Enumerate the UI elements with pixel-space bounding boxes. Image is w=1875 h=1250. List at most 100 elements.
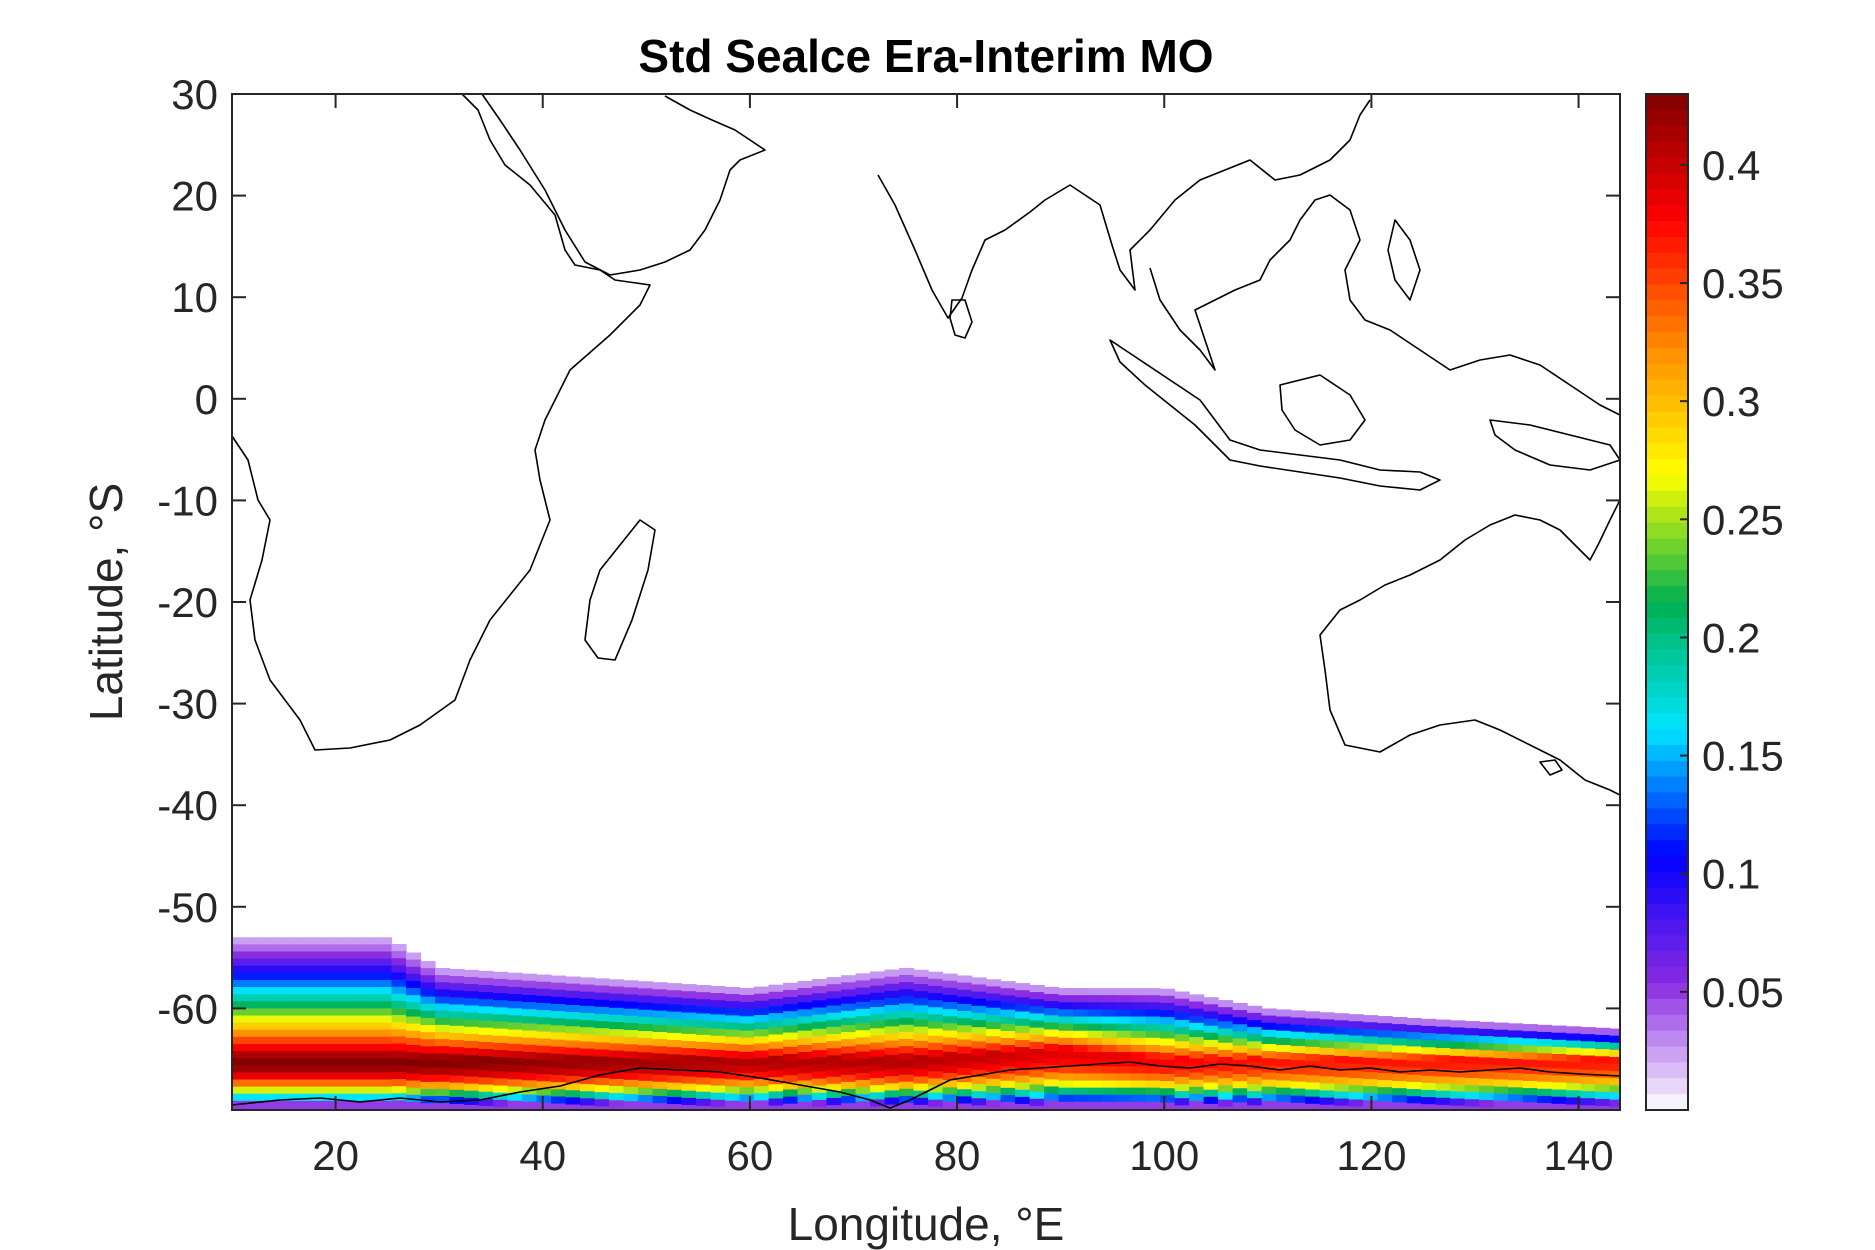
colorbar-segment	[1646, 554, 1688, 571]
heat-cell	[1203, 1103, 1219, 1110]
heat-cell	[449, 990, 465, 998]
heat-cell	[783, 1075, 799, 1083]
heat-cell	[1015, 1075, 1031, 1084]
heat-cell	[754, 1000, 770, 1009]
heat-cell	[333, 1008, 349, 1017]
heat-cell	[623, 1044, 639, 1053]
heat-cell	[246, 1051, 262, 1059]
heat-cell	[1334, 1013, 1350, 1021]
heat-cell	[1493, 1051, 1509, 1059]
heat-cell	[1116, 1052, 1132, 1060]
heat-cell	[1058, 1037, 1074, 1046]
heat-cell	[348, 1065, 364, 1074]
heat-cell	[1421, 1075, 1437, 1084]
heat-cell	[783, 1082, 799, 1091]
heat-cell	[1450, 1063, 1466, 1071]
heat-cell	[1508, 1065, 1524, 1074]
heat-cell	[899, 1053, 915, 1061]
heat-cell	[768, 1041, 784, 1050]
heat-cell	[1348, 1085, 1364, 1093]
heat-cell	[580, 1091, 596, 1099]
heat-cell	[1493, 1022, 1509, 1031]
heat-cell	[478, 1006, 494, 1015]
heat-cell	[536, 988, 552, 997]
heat-cell	[536, 1024, 552, 1033]
heat-cell	[884, 1069, 900, 1077]
heat-cell	[362, 994, 378, 1002]
heat-cell	[783, 1011, 799, 1019]
heat-cell	[1305, 1089, 1321, 1098]
heat-cell	[797, 1101, 813, 1110]
heat-cell	[1305, 1068, 1321, 1076]
heat-cell	[681, 1055, 697, 1063]
heat-cell	[1102, 1094, 1118, 1103]
heat-cell	[1015, 983, 1031, 991]
heat-cell	[826, 991, 842, 1000]
heat-cell	[652, 1053, 668, 1062]
heat-cell	[826, 984, 842, 992]
heat-cell	[435, 1039, 451, 1047]
heat-cell	[333, 994, 349, 1002]
heat-cell	[522, 1030, 538, 1039]
heat-cell	[1319, 1047, 1335, 1056]
heat-cell	[855, 1030, 871, 1038]
heat-cell	[1435, 1104, 1451, 1110]
heat-cell	[739, 1101, 755, 1110]
heat-cell	[1029, 1070, 1045, 1079]
heat-cell	[609, 1086, 625, 1094]
heat-cell	[594, 1028, 610, 1036]
heat-cell	[1290, 1095, 1306, 1104]
heat-cell	[783, 1025, 799, 1034]
heat-cell	[536, 1067, 552, 1075]
heat-cell	[1116, 1023, 1132, 1032]
heat-cell	[1435, 1090, 1451, 1099]
heat-cell	[986, 979, 1002, 987]
heat-cell	[1145, 1016, 1161, 1025]
heat-cell	[478, 985, 494, 993]
heat-cell	[290, 1065, 306, 1074]
heat-cell	[435, 1024, 451, 1033]
heat-cell	[1305, 1032, 1321, 1041]
heat-cell	[290, 944, 306, 953]
heat-cell	[1609, 1106, 1620, 1110]
heat-cell	[1160, 1045, 1176, 1054]
heat-cell	[855, 1087, 871, 1095]
heat-cell	[478, 1013, 494, 1022]
heat-cell	[1305, 1061, 1321, 1069]
heat-cell	[1435, 1040, 1451, 1049]
heat-cell	[710, 1099, 726, 1108]
heat-cell	[507, 994, 523, 1002]
heat-cell	[870, 1042, 886, 1051]
heat-cell	[1087, 1059, 1103, 1067]
heat-cell	[377, 1093, 393, 1102]
heat-cell	[638, 1023, 654, 1032]
heat-cell	[1305, 1096, 1321, 1105]
heat-cell	[1145, 1002, 1161, 1011]
heat-cell	[928, 1099, 944, 1108]
heat-cell	[536, 1017, 552, 1025]
heat-cell	[783, 1004, 799, 1012]
heat-cell	[652, 989, 668, 998]
heat-cell	[304, 1015, 320, 1024]
heat-cell	[1392, 1081, 1408, 1089]
heat-cell	[449, 1068, 465, 1077]
heat-cell	[812, 1107, 828, 1110]
southeast-asia-coastline	[1149, 194, 1620, 416]
heat-cell	[870, 985, 886, 994]
heat-cell	[362, 1051, 378, 1059]
heat-cell	[681, 1097, 697, 1106]
heat-cell	[333, 1072, 349, 1081]
heat-cell	[232, 1065, 248, 1074]
heat-cell	[884, 1097, 900, 1106]
heat-cell	[580, 1027, 596, 1035]
heat-cell	[957, 1018, 973, 1026]
heat-cell	[609, 1036, 625, 1044]
heat-cell	[1131, 1037, 1147, 1046]
heat-cell	[725, 1036, 741, 1045]
heat-cell	[377, 1079, 393, 1088]
heat-cell	[261, 1093, 277, 1102]
heat-cell	[275, 1093, 291, 1102]
heat-cell	[783, 1096, 799, 1105]
heat-cell	[1044, 1043, 1060, 1052]
heat-cell	[681, 984, 697, 992]
